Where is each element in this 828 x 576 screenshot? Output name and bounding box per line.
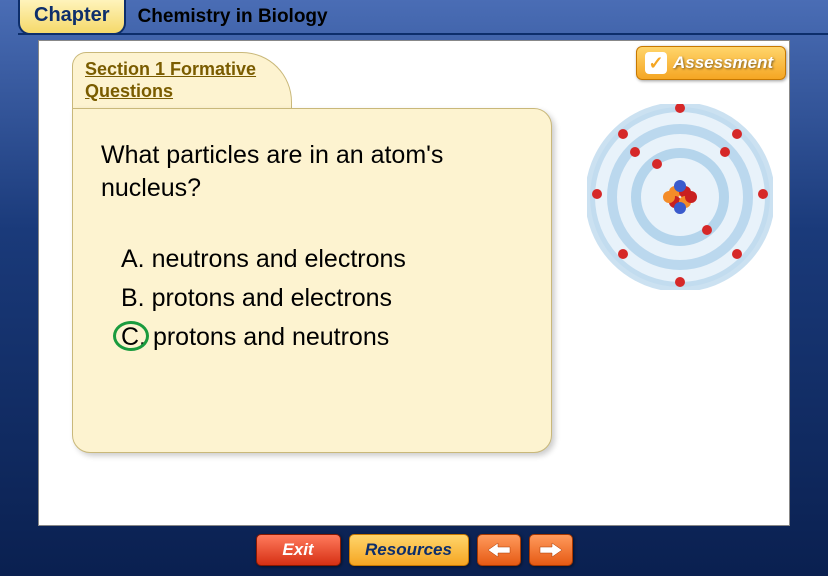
section-tab: Section 1 Formative Questions bbox=[72, 52, 292, 110]
chapter-title: Chemistry in Biology bbox=[138, 6, 328, 28]
answer-option[interactable]: C. protons and neutrons bbox=[121, 318, 523, 357]
answer-option[interactable]: A. neutrons and electrons bbox=[121, 240, 523, 279]
question-text: What particles are in an atom's nucleus? bbox=[101, 139, 523, 204]
answer-letter: C. bbox=[121, 323, 146, 351]
folder-body: What particles are in an atom's nucleus?… bbox=[72, 108, 552, 453]
bottom-nav: Exit Resources bbox=[0, 530, 828, 570]
exit-button[interactable]: Exit bbox=[256, 534, 341, 566]
atom-diagram bbox=[587, 104, 773, 290]
answer-letter: B. bbox=[121, 284, 145, 312]
answer-letter: A. bbox=[121, 245, 145, 273]
check-icon: ✓ bbox=[645, 52, 667, 74]
resources-button[interactable]: Resources bbox=[349, 534, 469, 566]
answers-list: A. neutrons and electrons B. protons and… bbox=[101, 240, 523, 356]
next-button[interactable] bbox=[529, 534, 573, 566]
chapter-tab[interactable]: Chapter bbox=[18, 0, 126, 35]
assessment-label: Assessment bbox=[673, 53, 773, 73]
answer-text: protons and neutrons bbox=[153, 323, 389, 351]
top-bar: Chapter Chemistry in Biology bbox=[18, 0, 828, 35]
prev-button[interactable] bbox=[477, 534, 521, 566]
answer-option[interactable]: B. protons and electrons bbox=[121, 279, 523, 318]
assessment-button[interactable]: ✓ Assessment bbox=[636, 46, 786, 80]
answer-text: neutrons and electrons bbox=[152, 245, 406, 273]
answer-text: protons and electrons bbox=[152, 284, 392, 312]
